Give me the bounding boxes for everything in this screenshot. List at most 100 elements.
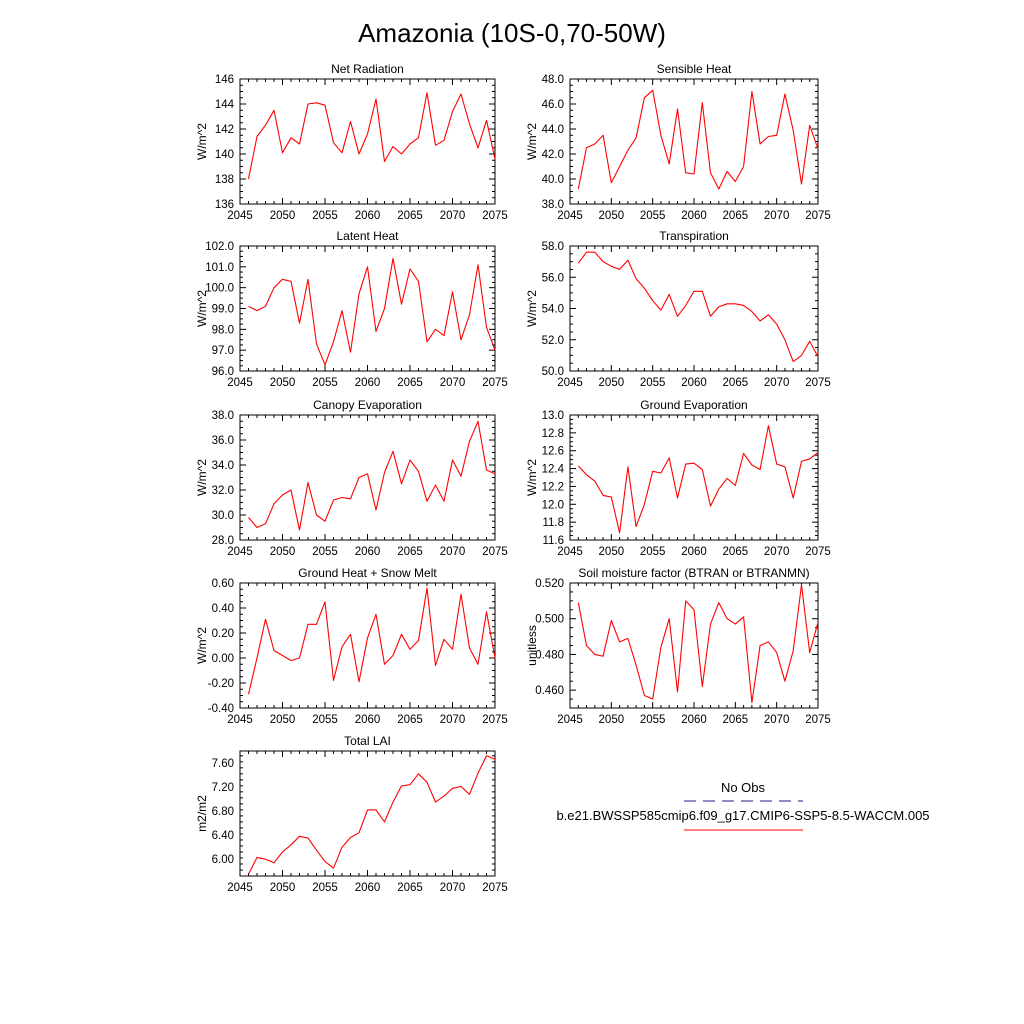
x-tick-label: 2050 xyxy=(270,377,296,389)
y-tick-label: 44.0 xyxy=(542,124,564,136)
y-tick-label: 144 xyxy=(215,99,235,111)
y-axis-label: W/m^2 xyxy=(195,627,209,664)
x-tick-label: 2045 xyxy=(227,377,253,389)
legend-label-model: b.e21.BWSSP585cmip6.f09_g17.CMIP6-SSP5-8… xyxy=(556,808,929,823)
plot-frame xyxy=(239,414,496,541)
x-tick-label: 2065 xyxy=(397,882,423,894)
y-tick-label: 48.0 xyxy=(542,74,564,86)
y-tick-label: 52.0 xyxy=(542,335,564,347)
x-tick-label: 2065 xyxy=(397,210,423,222)
x-tick-label: 2045 xyxy=(557,377,583,389)
plot-frame xyxy=(569,582,819,709)
y-tick-label: 6.40 xyxy=(212,830,234,842)
y-tick-label: 6.80 xyxy=(212,806,234,818)
y-tick-label: 98.0 xyxy=(212,324,234,336)
panel-title: Net Radiation xyxy=(331,62,404,76)
chart-panel-7: Ground Heat + Snow Melt W/m^2 2045 2050 2055… xyxy=(195,566,508,726)
plot-frame xyxy=(569,414,819,541)
y-tick-label: 38.0 xyxy=(212,410,234,422)
plot-frame xyxy=(239,582,496,709)
x-tick-label: 2070 xyxy=(440,714,466,726)
y-axis-label: W/m^2 xyxy=(195,459,209,496)
x-tick-label: 2045 xyxy=(227,714,253,726)
y-tick-label: 58.0 xyxy=(542,241,564,253)
y-tick-label: 102.0 xyxy=(205,241,234,253)
x-tick-label: 2065 xyxy=(723,377,749,389)
x-tick-label: 2075 xyxy=(805,377,831,389)
x-tick-label: 2045 xyxy=(227,546,253,558)
y-tick-label: 38.0 xyxy=(542,199,564,211)
y-tick-label: 46.0 xyxy=(542,99,564,111)
plot-frame xyxy=(569,245,819,372)
y-tick-label: 0.20 xyxy=(212,628,234,640)
y-tick-label: 30.0 xyxy=(212,510,234,522)
y-tick-label: -0.20 xyxy=(208,678,234,690)
x-tick-label: 2060 xyxy=(681,546,707,558)
chart-panel-5: Canopy Evaporation W/m^2 2045 2050 2055 2060 2… xyxy=(195,398,508,558)
x-tick-label: 2055 xyxy=(312,210,338,222)
series-line xyxy=(577,89,819,190)
y-tick-label: 0.40 xyxy=(212,603,234,615)
x-tick-label: 2060 xyxy=(355,377,381,389)
x-tick-label: 2065 xyxy=(723,546,749,558)
series-line xyxy=(577,584,819,704)
plot-frame xyxy=(569,78,819,205)
x-tick-label: 2055 xyxy=(640,210,666,222)
series-line xyxy=(248,420,496,531)
x-tick-label: 2055 xyxy=(640,714,666,726)
x-tick-label: 2050 xyxy=(599,714,625,726)
chart-panel-3: Latent Heat W/m^2 2045 2050 2055 2060 2065 2070… xyxy=(195,229,508,389)
panels-group: Net Radiation W/m^2 2045 2050 2055 2060 2065 20… xyxy=(195,62,831,894)
y-tick-label: 0.520 xyxy=(535,578,564,590)
y-tick-label: 12.6 xyxy=(542,446,564,458)
page-title: Amazonia (10S-0,70-50W) xyxy=(358,18,666,48)
y-tick-label: 40.0 xyxy=(542,174,564,186)
series-line xyxy=(577,425,819,534)
panel-title: Canopy Evaporation xyxy=(313,398,422,412)
x-tick-label: 2070 xyxy=(440,210,466,222)
y-tick-label: 12.8 xyxy=(542,428,564,440)
x-tick-label: 2075 xyxy=(805,210,831,222)
x-tick-label: 2075 xyxy=(482,546,508,558)
x-tick-label: 2050 xyxy=(599,546,625,558)
y-tick-label: 138 xyxy=(215,174,234,186)
x-tick-label: 2070 xyxy=(764,714,790,726)
x-tick-label: 2045 xyxy=(227,210,253,222)
y-tick-label: 12.2 xyxy=(542,481,564,493)
panel-title: Latent Heat xyxy=(336,229,399,243)
y-tick-label: 136 xyxy=(215,199,234,211)
x-tick-label: 2070 xyxy=(440,377,466,389)
y-tick-label: 99.0 xyxy=(212,304,234,316)
y-axis-label: W/m^2 xyxy=(525,290,539,327)
series-line xyxy=(248,755,496,875)
x-tick-label: 2050 xyxy=(599,210,625,222)
x-tick-label: 2050 xyxy=(270,546,296,558)
panel-title: Soil moisture factor (BTRAN or BTRANMN) xyxy=(578,566,809,580)
y-tick-label: 0.460 xyxy=(535,685,564,697)
x-tick-label: 2055 xyxy=(640,377,666,389)
x-tick-label: 2045 xyxy=(557,714,583,726)
y-tick-label: 42.0 xyxy=(542,149,564,161)
series-line xyxy=(247,587,496,695)
y-tick-label: 0.500 xyxy=(535,614,564,626)
chart-panel-4: Transpiration W/m^2 2045 2050 2055 2060 2065 20… xyxy=(525,229,831,389)
y-tick-label: 96.0 xyxy=(212,366,234,378)
x-tick-label: 2045 xyxy=(557,546,583,558)
x-tick-label: 2060 xyxy=(355,546,381,558)
y-tick-label: 11.6 xyxy=(542,535,564,547)
y-tick-label: 6.00 xyxy=(212,854,234,866)
panel-title: Ground Heat + Snow Melt xyxy=(298,566,437,580)
y-tick-label: 34.0 xyxy=(212,460,234,472)
x-tick-label: 2075 xyxy=(482,210,508,222)
x-tick-label: 2055 xyxy=(640,546,666,558)
y-tick-label: 0.480 xyxy=(535,649,564,661)
y-tick-label: -0.40 xyxy=(208,703,234,715)
x-tick-label: 2060 xyxy=(681,210,707,222)
y-tick-label: 32.0 xyxy=(212,485,234,497)
x-tick-label: 2065 xyxy=(397,714,423,726)
x-tick-label: 2050 xyxy=(270,210,296,222)
chart-panel-6: Ground Evaporation W/m^2 2045 2050 2055 2060 2… xyxy=(525,398,831,558)
x-tick-label: 2060 xyxy=(355,882,381,894)
panel-title: Total LAI xyxy=(344,734,391,748)
